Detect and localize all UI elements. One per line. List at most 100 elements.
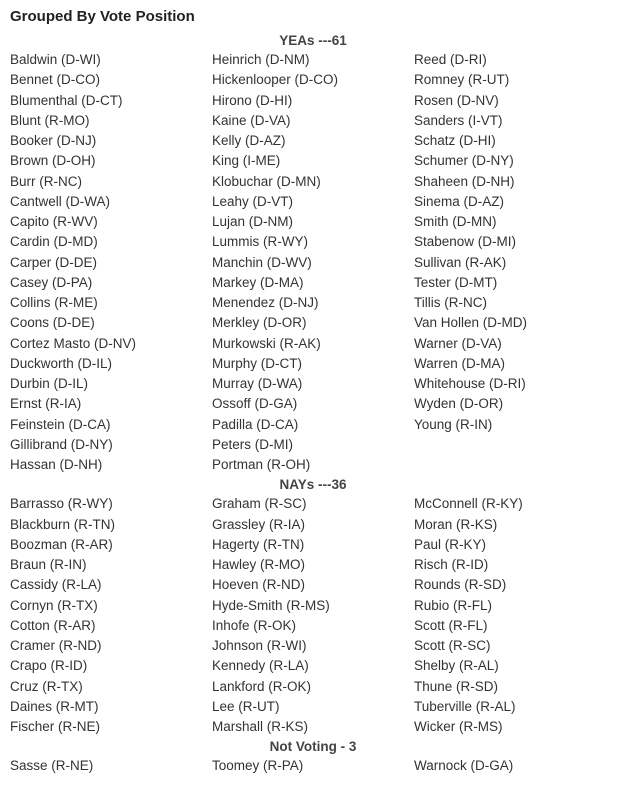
senator-name: Toomey (R-PA) xyxy=(212,756,414,776)
senator-name: Paul (R-KY) xyxy=(414,535,616,555)
vote-column: Toomey (R-PA) xyxy=(212,756,414,776)
senator-name: Barrasso (R-WY) xyxy=(10,494,212,514)
group-header: NAYs ---36 xyxy=(10,475,616,494)
senator-name: Cardin (D-MD) xyxy=(10,232,212,252)
senator-name: Blackburn (R-TN) xyxy=(10,515,212,535)
senator-name: Tillis (R-NC) xyxy=(414,293,616,313)
senator-name: Inhofe (R-OK) xyxy=(212,616,414,636)
vote-column: McConnell (R-KY)Moran (R-KS)Paul (R-KY)R… xyxy=(414,494,616,737)
senator-name: Cantwell (D-WA) xyxy=(10,192,212,212)
senator-name: Scott (R-FL) xyxy=(414,616,616,636)
senator-name: Lujan (D-NM) xyxy=(212,212,414,232)
senator-name: Stabenow (D-MI) xyxy=(414,232,616,252)
senator-name: Heinrich (D-NM) xyxy=(212,50,414,70)
vote-column: Barrasso (R-WY)Blackburn (R-TN)Boozman (… xyxy=(10,494,212,737)
senator-name: Hassan (D-NH) xyxy=(10,455,212,475)
senator-name: Hoeven (R-ND) xyxy=(212,575,414,595)
senator-name: Hawley (R-MO) xyxy=(212,555,414,575)
senator-name: Peters (D-MI) xyxy=(212,435,414,455)
senator-name: Schumer (D-NY) xyxy=(414,151,616,171)
senator-name: Whitehouse (D-RI) xyxy=(414,374,616,394)
senator-name: Scott (R-SC) xyxy=(414,636,616,656)
senator-name: Capito (R-WV) xyxy=(10,212,212,232)
senator-name: Marshall (R-KS) xyxy=(212,717,414,737)
senator-name: Van Hollen (D-MD) xyxy=(414,313,616,333)
senator-name: Lankford (R-OK) xyxy=(212,677,414,697)
senator-name: Cortez Masto (D-NV) xyxy=(10,334,212,354)
group-header: Not Voting - 3 xyxy=(10,737,616,756)
senator-name: Braun (R-IN) xyxy=(10,555,212,575)
senator-name: Grassley (R-IA) xyxy=(212,515,414,535)
senator-name: Wicker (R-MS) xyxy=(414,717,616,737)
senator-name: Sanders (I-VT) xyxy=(414,111,616,131)
senator-name: Shelby (R-AL) xyxy=(414,656,616,676)
senator-name: Schatz (D-HI) xyxy=(414,131,616,151)
senator-name: Collins (R-ME) xyxy=(10,293,212,313)
senator-name: Young (R-IN) xyxy=(414,415,616,435)
senator-name: Johnson (R-WI) xyxy=(212,636,414,656)
vote-column: Sasse (R-NE) xyxy=(10,756,212,776)
vote-column: Warnock (D-GA) xyxy=(414,756,616,776)
senator-name: Kaine (D-VA) xyxy=(212,111,414,131)
senator-name: Hirono (D-HI) xyxy=(212,91,414,111)
senator-name: Baldwin (D-WI) xyxy=(10,50,212,70)
senator-name: Graham (R-SC) xyxy=(212,494,414,514)
senator-name: Sasse (R-NE) xyxy=(10,756,212,776)
senator-name: Sullivan (R-AK) xyxy=(414,253,616,273)
senator-name: Gillibrand (D-NY) xyxy=(10,435,212,455)
senator-name: Rubio (R-FL) xyxy=(414,596,616,616)
senator-name: Manchin (D-WV) xyxy=(212,253,414,273)
senator-name: King (I-ME) xyxy=(212,151,414,171)
senator-name: Daines (R-MT) xyxy=(10,697,212,717)
senator-name: Merkley (D-OR) xyxy=(212,313,414,333)
senator-name: Cassidy (R-LA) xyxy=(10,575,212,595)
senator-name: Murphy (D-CT) xyxy=(212,354,414,374)
senator-name: Duckworth (D-IL) xyxy=(10,354,212,374)
senator-name: Casey (D-PA) xyxy=(10,273,212,293)
group-columns: Sasse (R-NE)Toomey (R-PA)Warnock (D-GA) xyxy=(10,756,616,776)
senator-name: Coons (D-DE) xyxy=(10,313,212,333)
senator-name: Kelly (D-AZ) xyxy=(212,131,414,151)
vote-column: Heinrich (D-NM)Hickenlooper (D-CO)Hirono… xyxy=(212,50,414,475)
senator-name: Klobuchar (D-MN) xyxy=(212,172,414,192)
senator-name: Padilla (D-CA) xyxy=(212,415,414,435)
senator-name: Booker (D-NJ) xyxy=(10,131,212,151)
senator-name: Warner (D-VA) xyxy=(414,334,616,354)
senator-name: Moran (R-KS) xyxy=(414,515,616,535)
senator-name: Smith (D-MN) xyxy=(414,212,616,232)
senator-name: Hickenlooper (D-CO) xyxy=(212,70,414,90)
senator-name: Risch (R-ID) xyxy=(414,555,616,575)
senator-name: Lee (R-UT) xyxy=(212,697,414,717)
senator-name: Cramer (R-ND) xyxy=(10,636,212,656)
senator-name: Rosen (D-NV) xyxy=(414,91,616,111)
senator-name: Bennet (D-CO) xyxy=(10,70,212,90)
senator-name: Warnock (D-GA) xyxy=(414,756,616,776)
senator-name: Boozman (R-AR) xyxy=(10,535,212,555)
group-header: YEAs ---61 xyxy=(10,31,616,50)
senator-name: Wyden (D-OR) xyxy=(414,394,616,414)
senator-name: Burr (R-NC) xyxy=(10,172,212,192)
group-columns: Baldwin (D-WI)Bennet (D-CO)Blumenthal (D… xyxy=(10,50,616,475)
senator-name: Markey (D-MA) xyxy=(212,273,414,293)
senator-name: Feinstein (D-CA) xyxy=(10,415,212,435)
senator-name: Fischer (R-NE) xyxy=(10,717,212,737)
vote-column: Baldwin (D-WI)Bennet (D-CO)Blumenthal (D… xyxy=(10,50,212,475)
senator-name: Hagerty (R-TN) xyxy=(212,535,414,555)
vote-column: Graham (R-SC)Grassley (R-IA)Hagerty (R-T… xyxy=(212,494,414,737)
senator-name: Warren (D-MA) xyxy=(414,354,616,374)
senator-name: Blumenthal (D-CT) xyxy=(10,91,212,111)
senator-name: Tester (D-MT) xyxy=(414,273,616,293)
senator-name: Murkowski (R-AK) xyxy=(212,334,414,354)
senator-name: Rounds (R-SD) xyxy=(414,575,616,595)
senator-name: Cotton (R-AR) xyxy=(10,616,212,636)
senator-name: Carper (D-DE) xyxy=(10,253,212,273)
senator-name: McConnell (R-KY) xyxy=(414,494,616,514)
senator-name: Leahy (D-VT) xyxy=(212,192,414,212)
senator-name: Ossoff (D-GA) xyxy=(212,394,414,414)
senator-name: Shaheen (D-NH) xyxy=(414,172,616,192)
senator-name: Kennedy (R-LA) xyxy=(212,656,414,676)
senator-name: Brown (D-OH) xyxy=(10,151,212,171)
senator-name: Portman (R-OH) xyxy=(212,455,414,475)
senator-name: Murray (D-WA) xyxy=(212,374,414,394)
senator-name: Hyde-Smith (R-MS) xyxy=(212,596,414,616)
